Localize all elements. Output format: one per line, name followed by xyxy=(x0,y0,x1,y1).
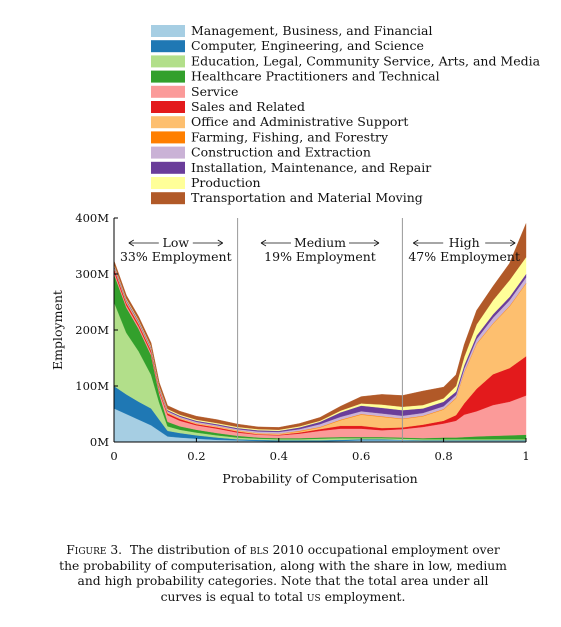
caption-abbr-1: bls xyxy=(249,543,269,557)
y-tick-label-4: 400M xyxy=(75,211,109,225)
x-tick-label-3: 0.6 xyxy=(352,449,370,463)
axes: 0M 100M 200M 300M 400M 0 0.2 0.4 0.6 0.8 1 Probabil… xyxy=(50,211,530,486)
area-series-11 xyxy=(113,223,527,430)
legend-swatch-8 xyxy=(151,146,185,159)
x-tick-label-1: 0.2 xyxy=(187,449,205,463)
legend-swatch-3 xyxy=(151,70,185,83)
y-tick-label-2: 200M xyxy=(75,323,109,337)
region-title-0: Low xyxy=(163,235,190,250)
figure-caption: Figure 3. The distribution of bls 2010 o… xyxy=(58,543,508,605)
region-share-2: 47% Employment xyxy=(408,249,520,264)
legend-swatch-7 xyxy=(151,131,185,144)
caption-abbr-2: us xyxy=(306,589,321,604)
region-arrowhead-right-1 xyxy=(373,239,380,247)
region-arrowhead-right-2 xyxy=(509,239,516,247)
region-title-2: High xyxy=(449,235,480,250)
legend: Management, Business, and FinancialCompu… xyxy=(151,23,541,205)
x-tick-label-5: 1 xyxy=(522,449,529,463)
legend-swatch-11 xyxy=(151,192,185,205)
y-tick-label-1: 100M xyxy=(75,379,109,393)
caption-text-1: The distribution of xyxy=(129,543,246,557)
x-tick-label-4: 0.8 xyxy=(434,449,452,463)
legend-swatch-1 xyxy=(151,40,185,53)
figure: Management, Business, and Financial Compu… xyxy=(50,23,541,486)
legend-label-7: Farming, Fishing, and Forestry xyxy=(191,129,389,144)
legend-swatch-5 xyxy=(151,101,185,113)
legend-label-9: Installation, Maintenance, and Repair xyxy=(191,160,431,175)
y-axis-title: Employment xyxy=(50,290,65,370)
legend-swatch-6 xyxy=(151,116,185,129)
caption-text-2: 2010 occupational employment over the pr… xyxy=(59,543,507,604)
legend-label-8: Construction and Extraction xyxy=(191,145,371,160)
legend-label-10: Production xyxy=(191,175,261,190)
legend-swatch-0 xyxy=(151,25,185,37)
region-title-1: Medium xyxy=(294,235,346,250)
region-arrowhead-left-2 xyxy=(412,239,419,247)
region-dividers xyxy=(237,218,403,442)
legend-swatch-2 xyxy=(151,55,185,68)
legend-label-5: Sales and Related xyxy=(191,99,305,114)
legend-swatch-4 xyxy=(151,85,185,98)
region-arrowhead-right-0 xyxy=(217,239,224,247)
caption-text-3: employment. xyxy=(324,589,406,604)
legend-label-11: Transportation and Material Moving xyxy=(191,190,423,205)
region-share-0: 33% Employment xyxy=(120,249,232,264)
region-arrowhead-left-1 xyxy=(260,239,267,247)
legend-label-6: Office and Administrative Support xyxy=(191,114,408,129)
legend-label-1: Computer, Engineering, and Science xyxy=(191,38,424,53)
legend-swatch-9 xyxy=(151,161,185,174)
area-layers xyxy=(113,223,527,443)
x-tick-label-0: 0 xyxy=(110,449,117,463)
legend-label-0: Management, Business, and Financial xyxy=(191,23,432,38)
stacked-area-chart: Management, Business, and FinancialCompu… xyxy=(50,23,541,486)
region-arrowhead-left-0 xyxy=(128,239,135,247)
x-axis-title: Probability of Computerisation xyxy=(222,471,417,486)
legend-swatch-10 xyxy=(151,177,185,189)
caption-label: Figure 3. xyxy=(66,543,123,557)
region-share-1: 19% Employment xyxy=(264,249,376,264)
y-tick-label-0: 0M xyxy=(90,435,109,449)
x-tick-label-2: 0.4 xyxy=(270,449,288,463)
legend-label-4: Service xyxy=(191,84,238,99)
legend-label-2: Education, Legal, Community Service, Art… xyxy=(191,53,541,68)
y-tick-label-3: 300M xyxy=(75,267,109,281)
legend-label-3: Healthcare Practitioners and Technical xyxy=(191,69,440,84)
